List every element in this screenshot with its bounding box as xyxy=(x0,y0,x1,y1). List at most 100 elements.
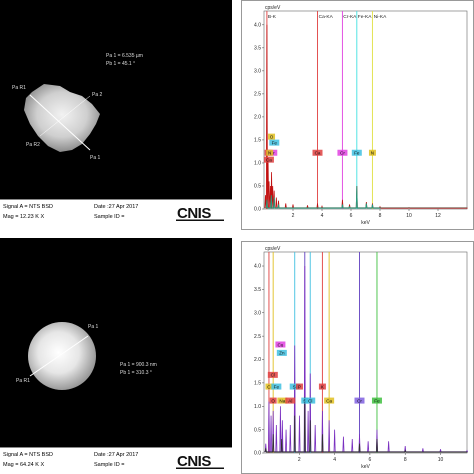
element-tag-0: O xyxy=(268,133,276,140)
eds-spectrum-top-svg: 0.0 0.5 1.0 1.5 2.0 2.5 3.0 3.5 4.0 2 4 6 8 10 12 cps/e… xyxy=(254,5,468,226)
svg-text:Si: Si xyxy=(293,384,297,389)
y-tick-label-2: 1.0 xyxy=(254,404,261,410)
svg-text:Al: Al xyxy=(288,398,292,403)
sample-id-text: Sample ID = xyxy=(94,214,125,220)
pa1-readout: Pa 1 = 6.535 µm xyxy=(106,53,143,59)
svg-text:O: O xyxy=(270,134,274,139)
mag-text: Mag = 12.23 K X xyxy=(3,214,45,220)
eds-spectrum-bottom: 0.0 0.5 1.0 1.5 2.0 2.5 3.0 3.5 4.0 2 4 6 8 10 cps/eV k… xyxy=(241,241,474,474)
label-pa-1-bottom: Pa 1 xyxy=(88,324,99,330)
mag-text-bottom: Mag = 64.24 K X xyxy=(3,462,45,468)
element-tag-13: Ca xyxy=(324,397,335,404)
svg-text:Fe: Fe xyxy=(272,140,278,145)
particle-bottom-svg xyxy=(28,322,96,390)
sem-info-bar-bottom: Signal A = NTS BSD Mag = 64.24 K X Date … xyxy=(0,447,232,474)
element-tag-8: Si xyxy=(289,383,300,390)
spectrum-series-1 xyxy=(264,396,468,453)
date-text: Date :27 Apr 2017 xyxy=(94,204,139,210)
element-tag-8: Fe xyxy=(351,149,362,156)
y-tick-label-5: 2.5 xyxy=(254,334,261,340)
top-label-3: Fe-KA xyxy=(358,14,372,20)
pb1-readout-bottom: Pb 1 = 310.3 ° xyxy=(120,370,152,376)
svg-text:S: S xyxy=(303,398,306,403)
label-pa-1: Pa 1 xyxy=(90,155,101,161)
element-tag-11: Cl xyxy=(305,397,316,404)
element-tag-2: Cl xyxy=(267,371,278,378)
svg-text:Cl: Cl xyxy=(271,373,275,378)
y-tick-label-1: 0.5 xyxy=(254,427,261,433)
svg-text:Cr: Cr xyxy=(340,151,345,156)
y-tick-label-3: 1.5 xyxy=(254,138,261,144)
eds-spectrum-top: 0.0 0.5 1.0 1.5 2.0 2.5 3.0 3.5 4.0 2 4 6 8 10 12 cps/e… xyxy=(241,0,474,230)
element-tag-4: Ca xyxy=(263,156,274,163)
y-axis-label: cps/eV xyxy=(265,5,281,11)
x-axis-label: keV xyxy=(361,220,370,226)
element-tag-10: S xyxy=(301,397,309,404)
element-tag-3: C xyxy=(265,383,273,390)
element-tag-9: N xyxy=(368,149,376,156)
y-tick-label-0: 0.0 xyxy=(254,207,261,213)
x-tick-label-0: 2 xyxy=(292,213,295,219)
element-tag-1: Zn xyxy=(276,349,287,356)
element-tag-5: O xyxy=(269,397,277,404)
y-tick-label-1: 0.5 xyxy=(254,184,261,190)
particle-top-svg xyxy=(24,84,100,152)
y-tick-label-0: 0.0 xyxy=(254,451,261,457)
signal-text: Signal A = NTS BSD xyxy=(3,204,53,210)
y-tick-label-2: 1.0 xyxy=(254,161,261,167)
element-tag-1: Fe xyxy=(269,139,280,146)
svg-text:O: O xyxy=(271,398,275,403)
label-pa-r2: Pa R2 xyxy=(26,142,40,148)
cnis-logo-bottom: CNIS xyxy=(176,453,224,470)
element-tag-6: Na xyxy=(277,397,288,404)
eds-spectrum-bottom-svg: 0.0 0.5 1.0 1.5 2.0 2.5 3.0 3.5 4.0 2 4 6 8 10 cps/eV k… xyxy=(254,246,468,470)
top-label-4: Ni-KA xyxy=(374,14,387,20)
svg-text:Zn: Zn xyxy=(279,351,285,356)
svg-text:Na: Na xyxy=(279,398,285,403)
pb1-readout: Pb 1 = 45.1 ° xyxy=(106,61,136,67)
element-tag-15: Fe xyxy=(371,397,382,404)
element-tag-9: P xyxy=(295,383,303,390)
element-tag-7: Cr xyxy=(337,149,348,156)
y-tick-label-8: 4.0 xyxy=(254,264,261,270)
svg-text:Cl: Cl xyxy=(308,398,312,403)
x-tick-label-0: 2 xyxy=(298,457,301,463)
element-tag-6: Ca xyxy=(312,149,323,156)
plot-area xyxy=(263,251,468,454)
y-tick-label-8: 4.0 xyxy=(254,23,261,29)
top-label-0: B-K xyxy=(268,14,277,20)
y-tick-label-7: 3.5 xyxy=(254,287,261,293)
svg-text:Ca: Ca xyxy=(326,398,332,403)
svg-text:CNIS: CNIS xyxy=(177,205,211,222)
pa1-readout-bottom: Pa 1 = 900.3 nm xyxy=(120,362,157,368)
element-tag-0: Cu xyxy=(275,341,286,348)
date-text-bottom: Date :27 Apr 2017 xyxy=(94,452,139,458)
x-tick-label-5: 12 xyxy=(435,213,441,219)
x-tick-label-3: 8 xyxy=(404,457,407,463)
sample-id-text-bottom: Sample ID = xyxy=(94,462,125,468)
svg-text:Ca: Ca xyxy=(266,157,272,162)
x-axis-label: keV xyxy=(361,464,370,470)
y-axis-label: cps/eV xyxy=(265,246,281,252)
svg-text:Fe: Fe xyxy=(354,151,360,156)
element-tag-12: K xyxy=(318,383,326,390)
measure-line-top xyxy=(29,94,91,151)
sem-image-bottom: Pa 1 = 900.3 nm Pb 1 = 310.3 ° Pa 1 Pa R… xyxy=(0,238,232,474)
top-label-2: Cr-KA xyxy=(343,14,357,20)
particle-bottom xyxy=(28,322,96,390)
svg-text:Ca: Ca xyxy=(315,151,321,156)
sem-info-bar-top: Signal A = NTS BSD Mag = 12.23 K X Date … xyxy=(0,199,232,226)
svg-text:N: N xyxy=(371,151,374,156)
signal-text-bottom: Signal A = NTS BSD xyxy=(3,452,53,458)
y-tick-label-7: 3.5 xyxy=(254,46,261,52)
y-tick-label-4: 2.0 xyxy=(254,115,261,121)
sem-image-top: Pa 1 = 6.535 µm Pb 1 = 45.1 ° Pa R1 Pa 2… xyxy=(0,0,232,226)
top-label-1: Ca-KA xyxy=(319,14,334,20)
svg-text:N: N xyxy=(268,151,271,156)
svg-text:K: K xyxy=(321,384,325,389)
y-tick-label-4: 2.0 xyxy=(254,357,261,363)
x-tick-label-4: 10 xyxy=(406,213,412,219)
element-tag-4: Fe xyxy=(271,383,282,390)
y-tick-label-6: 3.0 xyxy=(254,69,261,75)
element-tag-14: Cr xyxy=(354,397,365,404)
